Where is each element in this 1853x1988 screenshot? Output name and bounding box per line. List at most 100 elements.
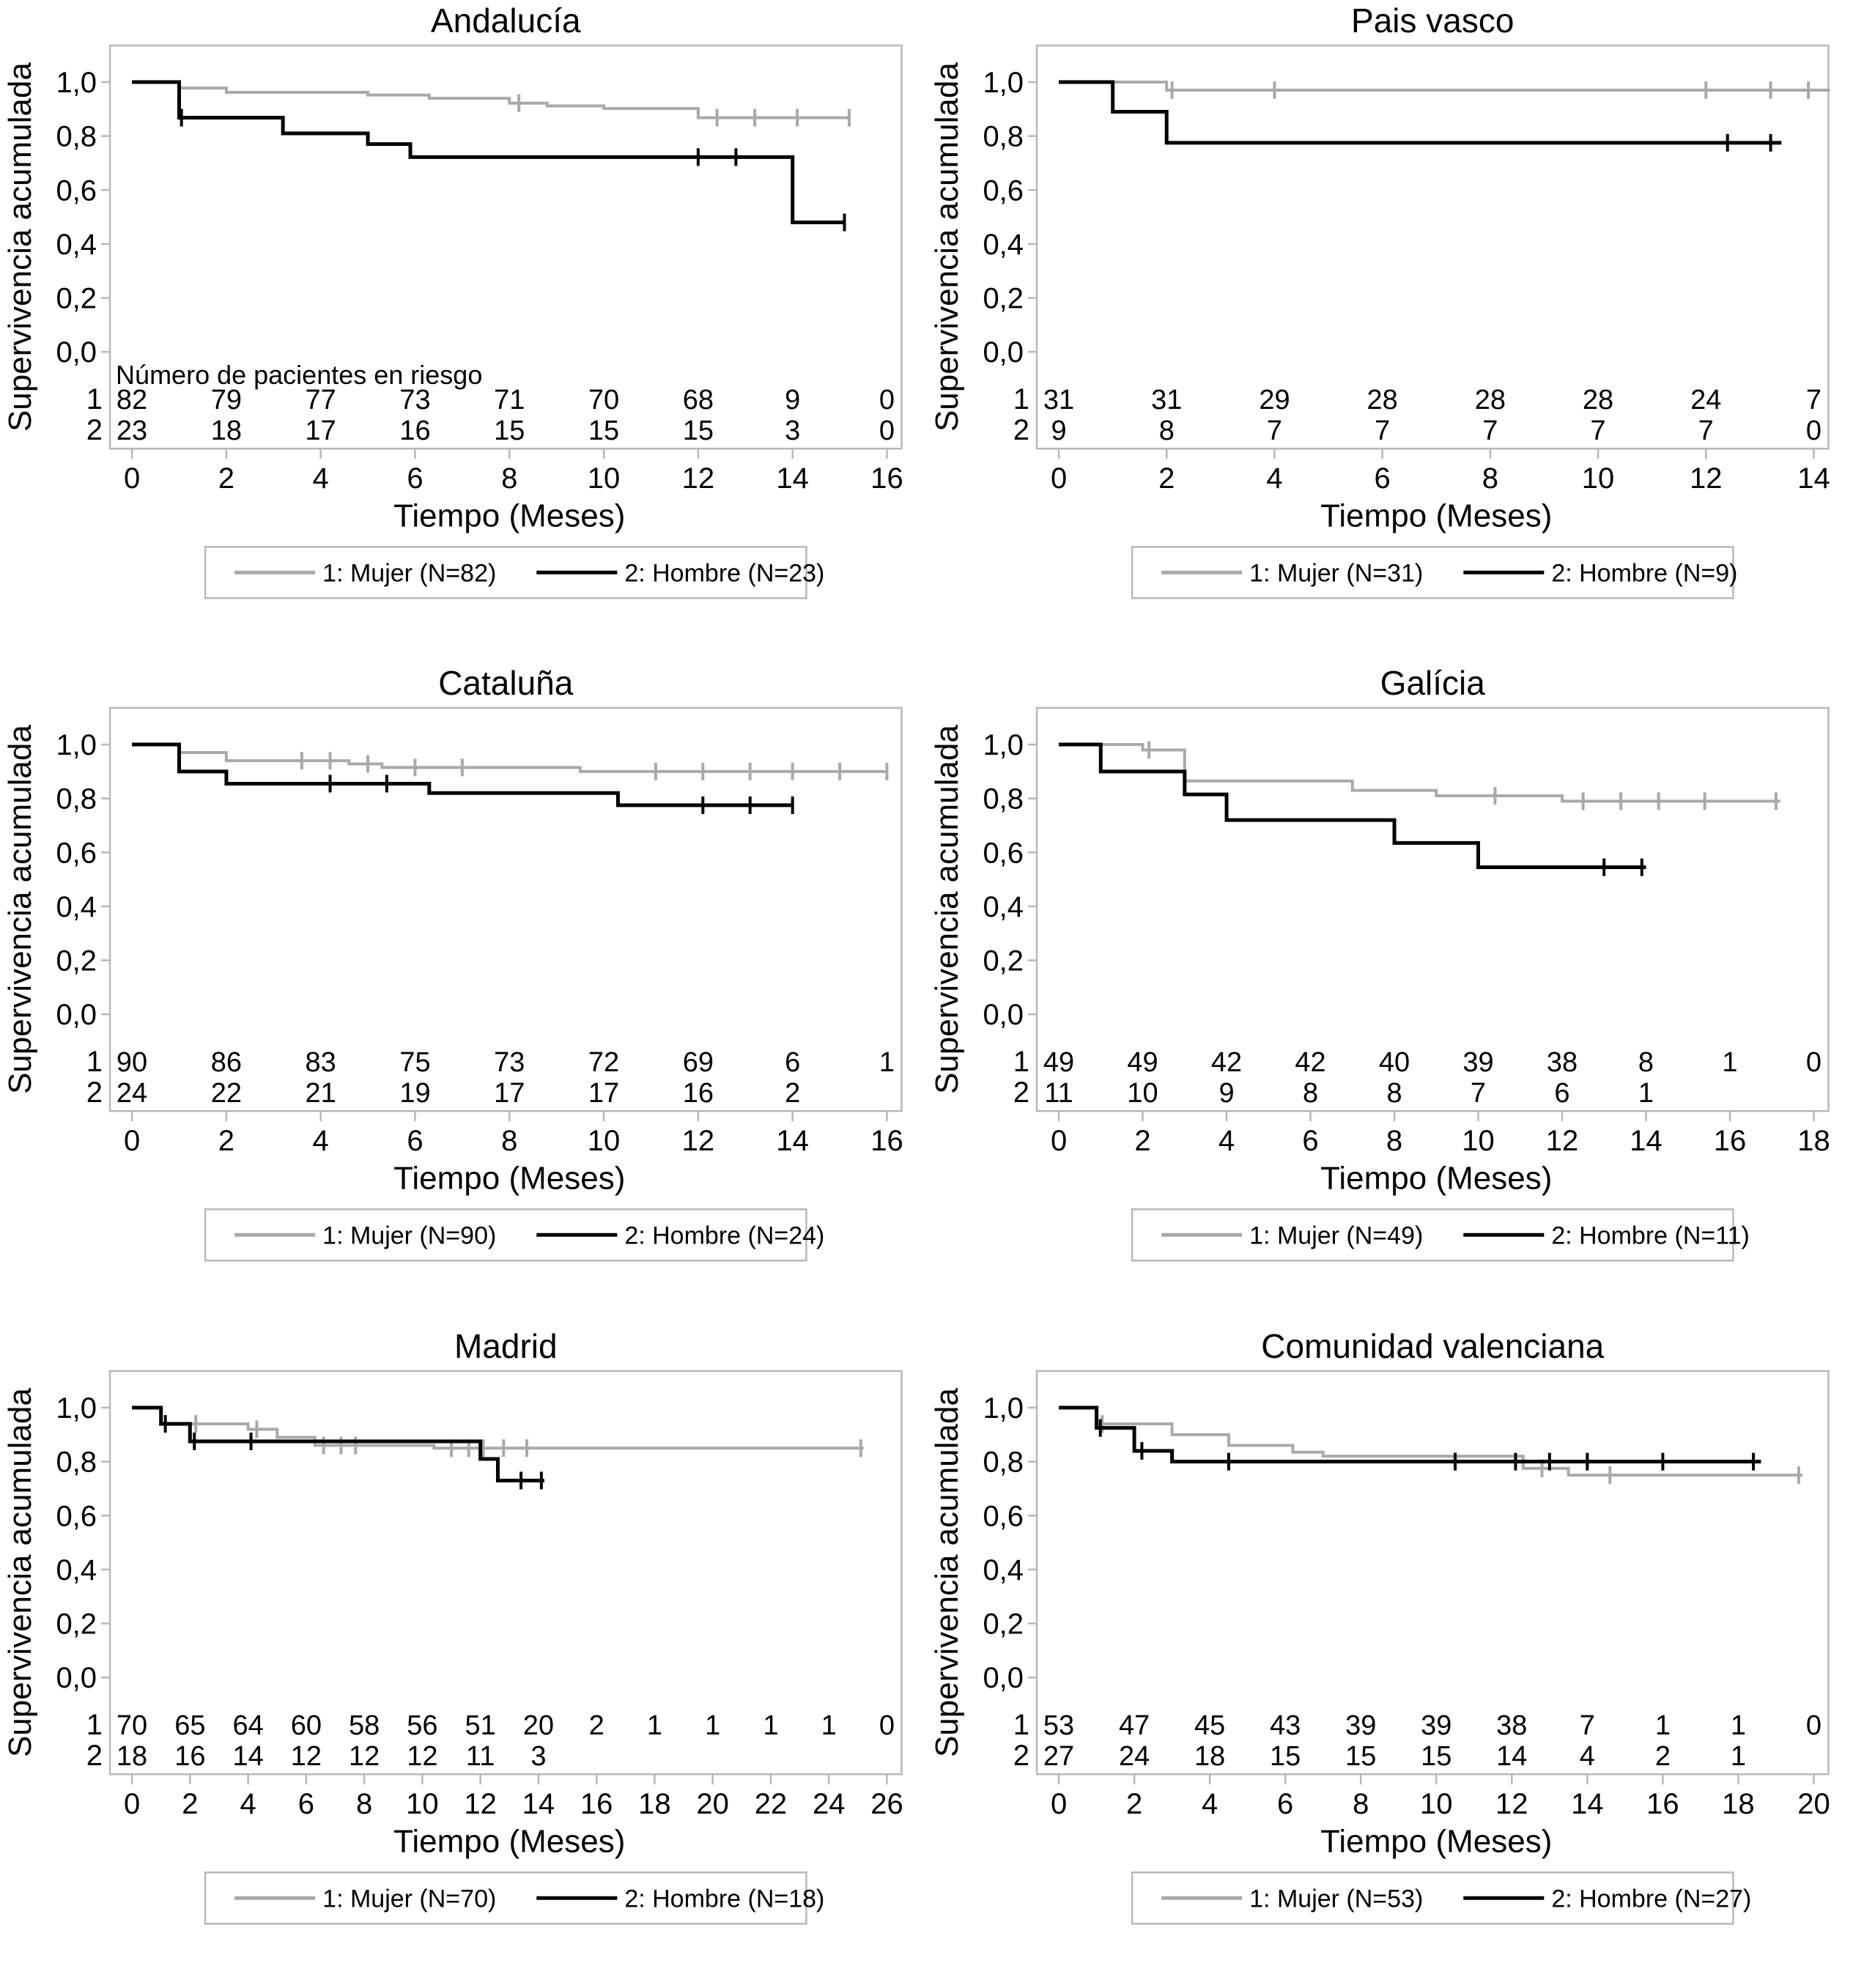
risk-row-label: 1 (1013, 383, 1029, 415)
series-hombre (132, 1405, 544, 1490)
survival-curve-mujer (1058, 743, 1780, 803)
x-tick-label: 14 (1571, 1788, 1604, 1820)
risk-value: 15 (1270, 1741, 1301, 1772)
y-tick-label: 0,4 (983, 1554, 1024, 1586)
plot-box (108, 44, 903, 450)
x-tick-label: 4 (1266, 462, 1282, 495)
y-tick-label: 0,4 (56, 1554, 97, 1586)
risk-value: 12 (407, 1741, 437, 1772)
x-tick-label: 2 (1125, 1788, 1142, 1820)
risk-value: 0 (879, 385, 895, 415)
risk-row-label: 1 (86, 1709, 103, 1741)
y-tick-label: 0,8 (983, 783, 1024, 816)
risk-value: 18 (1194, 1741, 1225, 1772)
risk-table: 1 53 47 45 43 39 39 38 7 1 1 02 27 24 18 15 15 15 14 4 2 1 (1013, 1709, 1821, 1772)
x-tick-label: 12 (682, 462, 715, 495)
risk-value: 1 (1654, 1710, 1670, 1741)
series-hombre (132, 80, 846, 232)
risk-value: 12 (349, 1741, 380, 1772)
panel-pais-vasco: Pais vasco 1,0 0,8 0,6 0,4 0,2 0,0 Supervivenci… (929, 1, 1830, 599)
risk-value: 15 (1421, 1741, 1451, 1772)
risk-value: 15 (1345, 1741, 1376, 1772)
risk-table: 1 90 86 83 75 73 72 69 6 12 24 22 21 19 17 17 16 2 (86, 1046, 895, 1109)
risk-value: 19 (399, 1079, 430, 1109)
survival-curve-mujer (132, 81, 849, 119)
km-chart-pais-vasco: Pais vasco 1,0 0,8 0,6 0,4 0,2 0,0 Supervivenci… (929, 1, 1830, 599)
risk-value: 38 (1546, 1048, 1577, 1079)
x-tick-label: 14 (776, 462, 809, 495)
x-tick-label: 6 (1374, 462, 1390, 495)
risk-value: 20 (523, 1710, 554, 1741)
y-tick-label: 0,8 (56, 1446, 97, 1478)
survival-curve-hombre (1058, 742, 1646, 870)
x-tick-label: 10 (1581, 462, 1614, 495)
y-axis-title: Supervivencia acumulada (2, 1387, 38, 1756)
risk-row-label: 2 (1013, 414, 1029, 446)
risk-value: 11 (1044, 1079, 1073, 1109)
y-axis: 1,0 0,8 0,6 0,4 0,2 0,0 (56, 729, 111, 1032)
risk-value: 17 (306, 415, 336, 446)
risk-value: 7 (1579, 1710, 1594, 1741)
risk-value: 90 (116, 1048, 147, 1079)
risk-value: 40 (1378, 1048, 1409, 1079)
panel-comunidad-valenciana: Comunidad valenciana 1,0 0,8 0,6 0,4 0,2 0,0 Su… (929, 1327, 1830, 1925)
legend-label-hombre: 2: Hombre (N=24) (624, 1222, 824, 1250)
risk-value: 7 (1375, 415, 1390, 446)
x-tick-label: 10 (588, 1126, 621, 1158)
y-tick-label: 0,6 (983, 1500, 1024, 1532)
risk-value: 22 (211, 1079, 242, 1109)
y-tick-label: 0,8 (56, 121, 97, 153)
risk-value: 68 (683, 385, 714, 415)
risk-row-label: 1 (1013, 1709, 1029, 1741)
x-tick-label: 6 (1302, 1126, 1318, 1158)
x-tick-label: 14 (776, 1126, 809, 1158)
x-tick-label: 8 (501, 1126, 517, 1158)
legend-galicia: 1: Mujer (N=49) 2: Hombre (N=11) (1131, 1208, 1749, 1262)
survival-curve-hombre (132, 742, 793, 808)
risk-value: 2 (589, 1710, 604, 1741)
censor-marks-hombre (180, 108, 846, 232)
x-tick-label: 22 (755, 1788, 788, 1820)
risk-value: 3 (785, 415, 800, 446)
y-axis-title: Supervivencia acumulada (2, 62, 38, 432)
x-tick-label: 18 (1722, 1788, 1755, 1820)
x-tick-label: 10 (588, 462, 621, 495)
y-tick-label: 0,4 (56, 229, 97, 261)
risk-value: 69 (683, 1048, 714, 1079)
x-tick-label: 18 (1797, 1126, 1830, 1158)
x-tick-label: 10 (406, 1788, 439, 1820)
series-mujer (1058, 1405, 1802, 1484)
y-tick-label: 0,8 (983, 121, 1024, 153)
risk-value: 0 (879, 415, 895, 446)
y-tick-label: 0,6 (56, 174, 97, 207)
risk-value: 24 (1690, 385, 1721, 415)
y-tick-label: 0,2 (983, 945, 1024, 978)
x-tick-label: 8 (1386, 1126, 1402, 1158)
risk-value: 64 (232, 1710, 263, 1741)
risk-value: 65 (174, 1710, 205, 1741)
legend-cataluna: 1: Mujer (N=90) 2: Hombre (N=24) (204, 1208, 824, 1262)
censor-marks-hombre (1726, 133, 1772, 152)
censor-marks-mujer (1170, 81, 1810, 100)
panel-slot-3: Cataluña 1,0 0,8 0,6 0,4 0,2 0,0 Supervivencia … (0, 662, 927, 1325)
y-tick-label: 0,2 (56, 283, 97, 315)
survival-curve-mujer (1058, 81, 1830, 92)
risk-value: 43 (1270, 1710, 1301, 1741)
x-tick-label: 12 (682, 1126, 715, 1158)
plot-box (1035, 707, 1830, 1112)
y-tick-label: 0,2 (983, 1608, 1024, 1640)
panel-title: Madrid (454, 1327, 558, 1365)
x-tick-label: 16 (1646, 1788, 1679, 1820)
x-tick-label: 20 (696, 1788, 729, 1820)
risk-value: 82 (116, 385, 147, 415)
risk-value: 9 (1218, 1079, 1234, 1109)
x-tick-label: 16 (580, 1788, 613, 1820)
panel-slot-4: Galícia 1,0 0,8 0,6 0,4 0,2 0,0 Supervivencia a… (927, 662, 1853, 1325)
risk-value: 58 (349, 1710, 380, 1741)
panel-title: Andalucía (431, 1, 581, 40)
x-axis-title: Tiempo (Meses) (393, 1823, 625, 1859)
risk-value: 39 (1462, 1048, 1493, 1079)
x-tick-label: 8 (1482, 462, 1498, 495)
risk-value: 23 (116, 415, 147, 446)
panel-madrid: Madrid 1,0 0,8 0,6 0,4 0,2 0,0 Supervivencia ac… (2, 1327, 903, 1925)
